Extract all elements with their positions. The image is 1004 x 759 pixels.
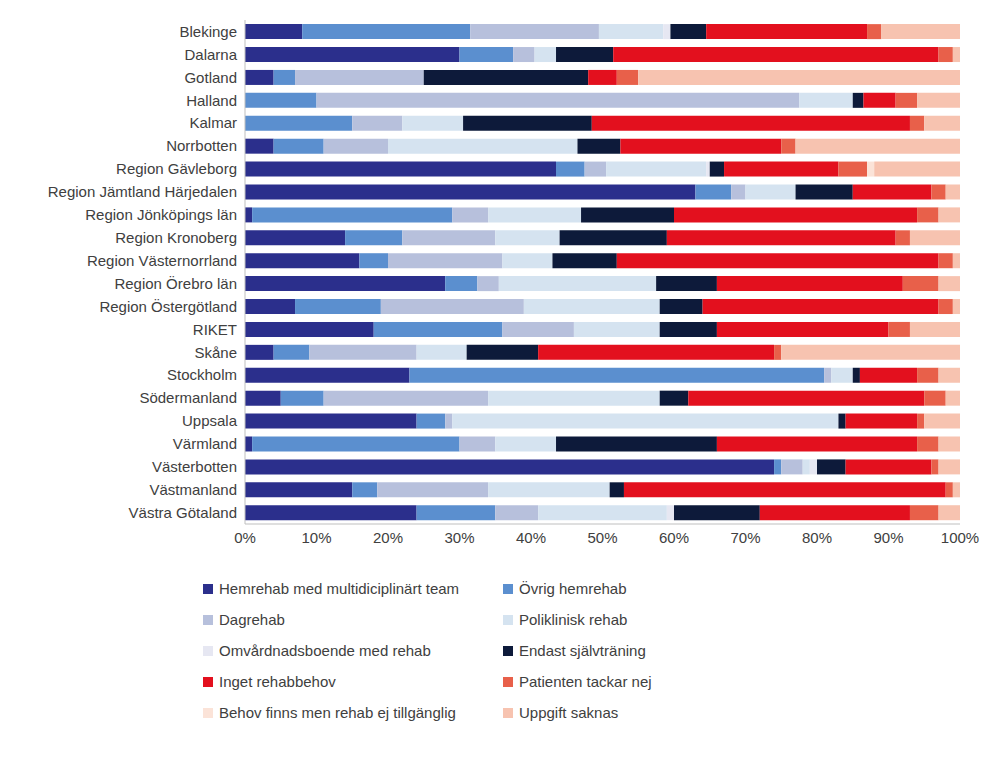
svg-text:90%: 90% [873, 529, 903, 546]
html-text:Uppgift saknas: Uppgift saknas [519, 704, 619, 721]
svg-text:Region Kronoberg: Region Kronoberg [115, 229, 237, 246]
svg-text:Region Jönköpings län: Region Jönköpings län [85, 206, 237, 223]
svg-text:Region Jämtland Härjedalen: Region Jämtland Härjedalen [48, 183, 237, 200]
svg-text:50%: 50% [587, 529, 617, 546]
svg-text:Västra Götaland: Västra Götaland [129, 504, 237, 521]
svg-text:Stockholm: Stockholm [167, 366, 237, 383]
svg-text:Skåne: Skåne [194, 344, 237, 361]
svg-text:Kalmar: Kalmar [189, 114, 237, 131]
html-text:Hemrehab med multidiciplinärt: Hemrehab med multidiciplinärt team [219, 580, 460, 597]
svg-text:Dalarna: Dalarna [184, 46, 237, 63]
svg-text:0%: 0% [234, 529, 256, 546]
html-text:Patienten tackar nej: Patienten tackar nej [519, 673, 652, 690]
svg-text:Region Västernorrland: Region Västernorrland [87, 252, 237, 269]
svg-text:Blekinge: Blekinge [179, 23, 237, 40]
html-text:Poliklinisk rehab: Poliklinisk rehab [519, 611, 628, 628]
html-text:Dagrehab: Dagrehab [219, 611, 285, 628]
svg-text:Uppsala: Uppsala [182, 412, 238, 429]
svg-text:20%: 20% [373, 529, 403, 546]
svg-text:Halland: Halland [186, 92, 237, 109]
html-text:Inget rehabbehov: Inget rehabbehov [219, 673, 336, 690]
svg-text:30%: 30% [444, 529, 474, 546]
svg-text:70%: 70% [730, 529, 760, 546]
html-text:Behov finns men rehab ej tillg: Behov finns men rehab ej tillgänglig [219, 704, 456, 721]
svg-text:Värmland: Värmland [173, 435, 237, 452]
svg-text:40%: 40% [516, 529, 546, 546]
svg-text:Region Gävleborg: Region Gävleborg [116, 160, 237, 177]
html-text:Omvårdnadsboende med rehab: Omvårdnadsboende med rehab [219, 642, 431, 659]
svg-text:Region Örebro län: Region Örebro län [114, 275, 237, 292]
svg-text:10%: 10% [301, 529, 331, 546]
svg-text:Västerbotten: Västerbotten [152, 458, 237, 475]
html-text:Övrig hemrehab: Övrig hemrehab [519, 580, 627, 597]
html-text:Endast självträning: Endast självträning [519, 642, 646, 659]
svg-text:Norrbotten: Norrbotten [166, 137, 237, 154]
svg-text:Gotland: Gotland [184, 69, 237, 86]
svg-text:Region Östergötland: Region Östergötland [99, 298, 237, 315]
svg-text:Södermanland: Södermanland [139, 389, 237, 406]
svg-text:Västmanland: Västmanland [149, 481, 237, 498]
svg-text:RIKET: RIKET [193, 321, 237, 338]
svg-text:60%: 60% [659, 529, 689, 546]
svg-text:80%: 80% [802, 529, 832, 546]
svg-text:100%: 100% [941, 529, 979, 546]
